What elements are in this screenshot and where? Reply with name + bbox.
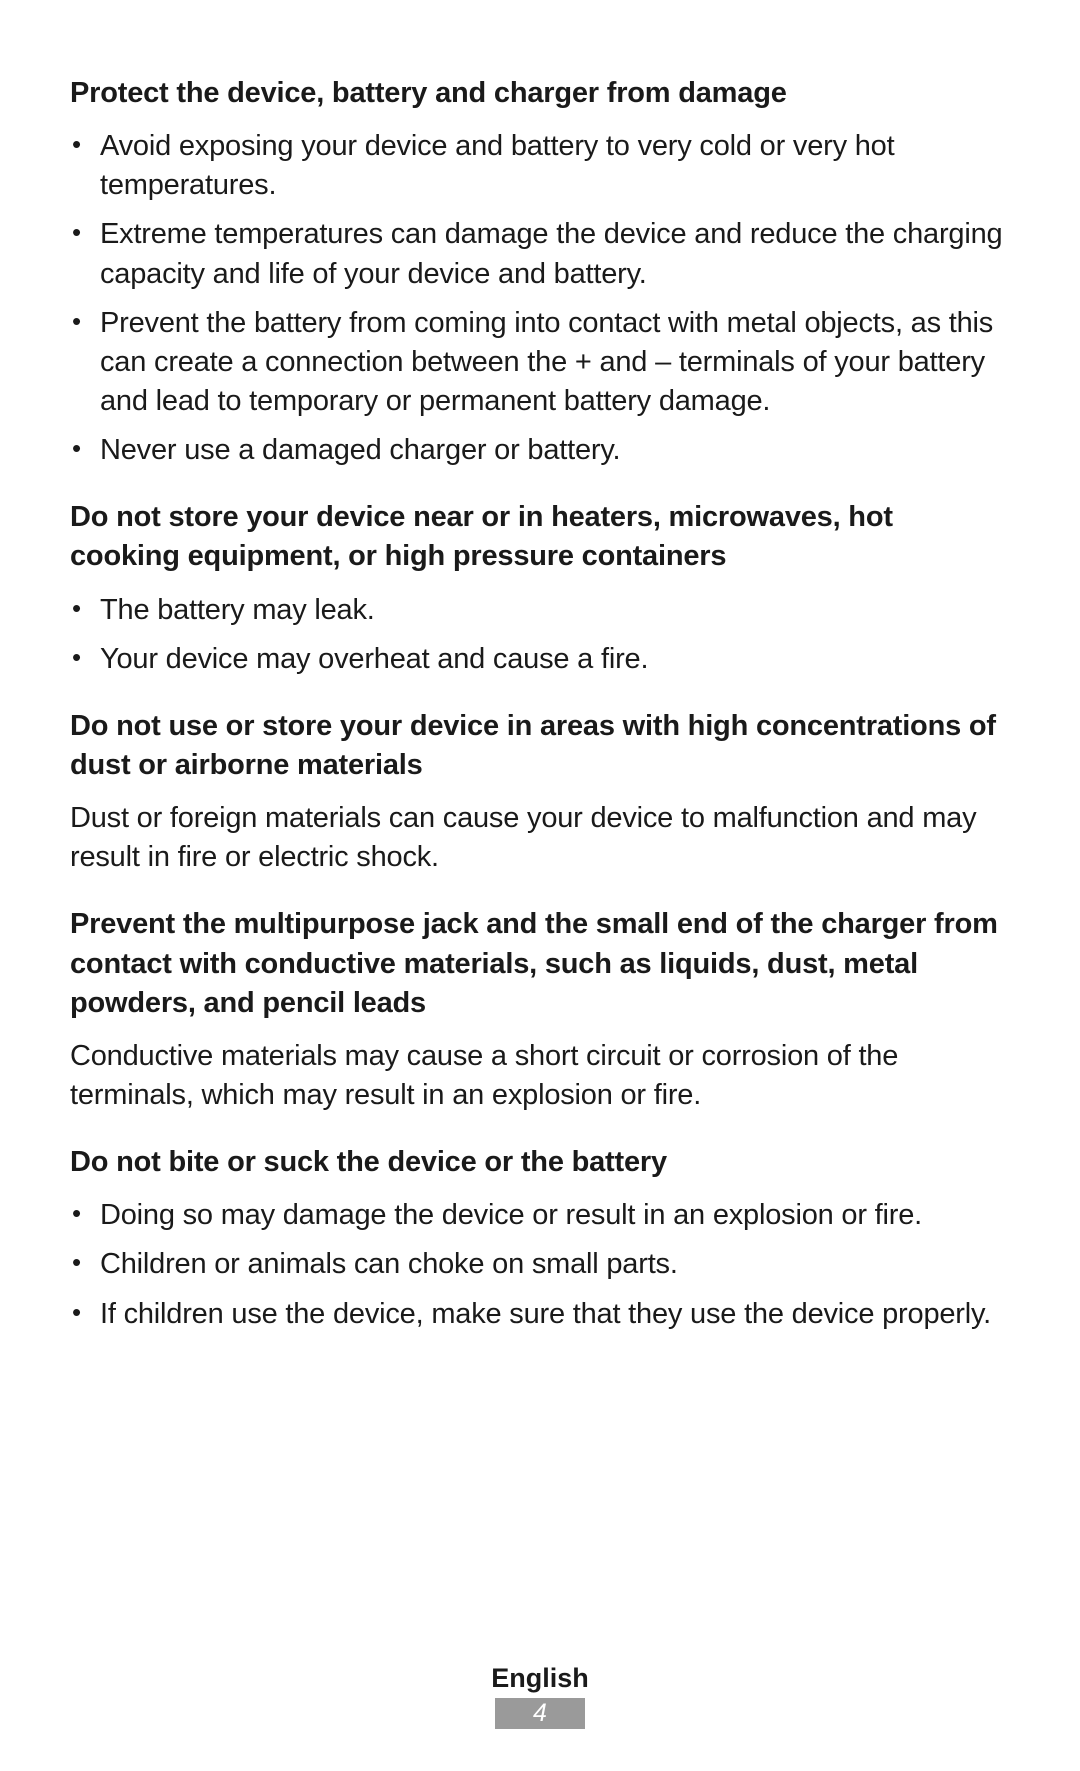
- list-item: Children or animals can choke on small p…: [100, 1245, 1010, 1284]
- list-item: Doing so may damage the device or result…: [100, 1196, 1010, 1235]
- list-item: Prevent the battery from coming into con…: [100, 304, 1010, 421]
- list-item: The battery may leak.: [100, 591, 1010, 630]
- section-no-bite: Do not bite or suck the device or the ba…: [70, 1143, 1010, 1334]
- list-item: Your device may overheat and cause a fir…: [100, 640, 1010, 679]
- section-heading: Do not use or store your device in areas…: [70, 707, 1010, 785]
- section-multipurpose-jack: Prevent the multipurpose jack and the sm…: [70, 905, 1010, 1115]
- list-item: If children use the device, make sure th…: [100, 1295, 1010, 1334]
- section-no-heaters: Do not store your device near or in heat…: [70, 498, 1010, 679]
- section-heading: Do not store your device near or in heat…: [70, 498, 1010, 576]
- manual-page: Protect the device, battery and charger …: [0, 0, 1080, 1334]
- section-body: Conductive materials may cause a short c…: [70, 1037, 1010, 1115]
- bullet-list: Doing so may damage the device or result…: [70, 1196, 1010, 1333]
- section-protect-device: Protect the device, battery and charger …: [70, 74, 1010, 470]
- list-item: Never use a damaged charger or battery.: [100, 431, 1010, 470]
- section-no-dust: Do not use or store your device in areas…: [70, 707, 1010, 878]
- section-heading: Prevent the multipurpose jack and the sm…: [70, 905, 1010, 1022]
- page-footer: English 4: [0, 1663, 1080, 1729]
- section-body: Dust or foreign materials can cause your…: [70, 799, 1010, 877]
- list-item: Avoid exposing your device and battery t…: [100, 127, 1010, 205]
- list-item: Extreme temperatures can damage the devi…: [100, 215, 1010, 293]
- section-heading: Protect the device, battery and charger …: [70, 74, 1010, 113]
- footer-language: English: [0, 1663, 1080, 1694]
- bullet-list: The battery may leak. Your device may ov…: [70, 591, 1010, 679]
- footer-page-number: 4: [495, 1698, 585, 1729]
- bullet-list: Avoid exposing your device and battery t…: [70, 127, 1010, 470]
- section-heading: Do not bite or suck the device or the ba…: [70, 1143, 1010, 1182]
